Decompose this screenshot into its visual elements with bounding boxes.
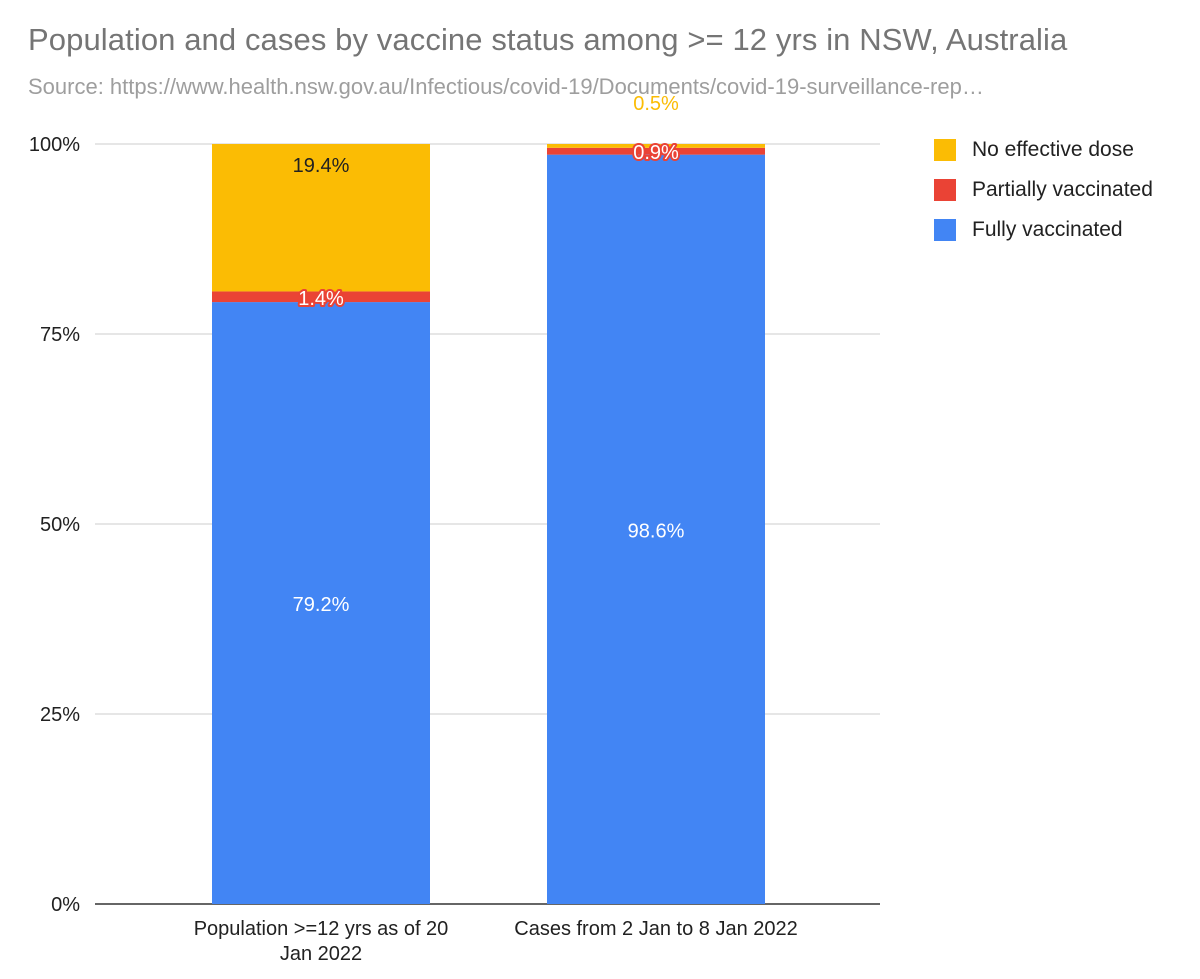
data-label: 19.4%: [293, 155, 350, 177]
y-tick-label: 50%: [40, 514, 80, 536]
bar-segment: [547, 154, 765, 904]
legend-item: Fully vaccinated: [934, 210, 1153, 250]
bar-segment: [212, 291, 430, 303]
bar-segment: [547, 144, 765, 148]
legend-label: Partially vaccinated: [972, 178, 1153, 201]
y-tick-label: 100%: [29, 134, 80, 156]
data-label: 0.5%: [633, 93, 679, 115]
legend-item: No effective dose: [934, 130, 1153, 170]
chart-legend: No effective dose Partially vaccinated Ful…: [934, 130, 1153, 250]
legend-label: Fully vaccinated: [972, 218, 1123, 241]
legend-swatch: [934, 219, 956, 241]
legend-item: Partially vaccinated: [934, 170, 1153, 210]
x-tick-label: Population >=12 yrs as of 20: [194, 918, 449, 940]
legend-label: No effective dose: [972, 138, 1134, 161]
data-label: 1.4%: [298, 288, 344, 310]
y-tick-label: 0%: [51, 894, 80, 916]
legend-swatch: [934, 139, 956, 161]
data-label: 79.2%: [293, 594, 350, 616]
y-tick-label: 75%: [40, 324, 80, 346]
data-label: 0.9%: [633, 142, 679, 164]
bar-segment: [547, 147, 765, 155]
bar-segment: [212, 302, 430, 905]
bar-segment: [212, 144, 430, 292]
y-tick-label: 25%: [40, 704, 80, 726]
x-tick-label: Cases from 2 Jan to 8 Jan 2022: [514, 918, 798, 940]
legend-swatch: [934, 179, 956, 201]
chart-title: Population and cases by vaccine status a…: [28, 22, 1068, 57]
x-tick-label: Jan 2022: [280, 943, 362, 965]
data-label: 98.6%: [628, 520, 685, 542]
